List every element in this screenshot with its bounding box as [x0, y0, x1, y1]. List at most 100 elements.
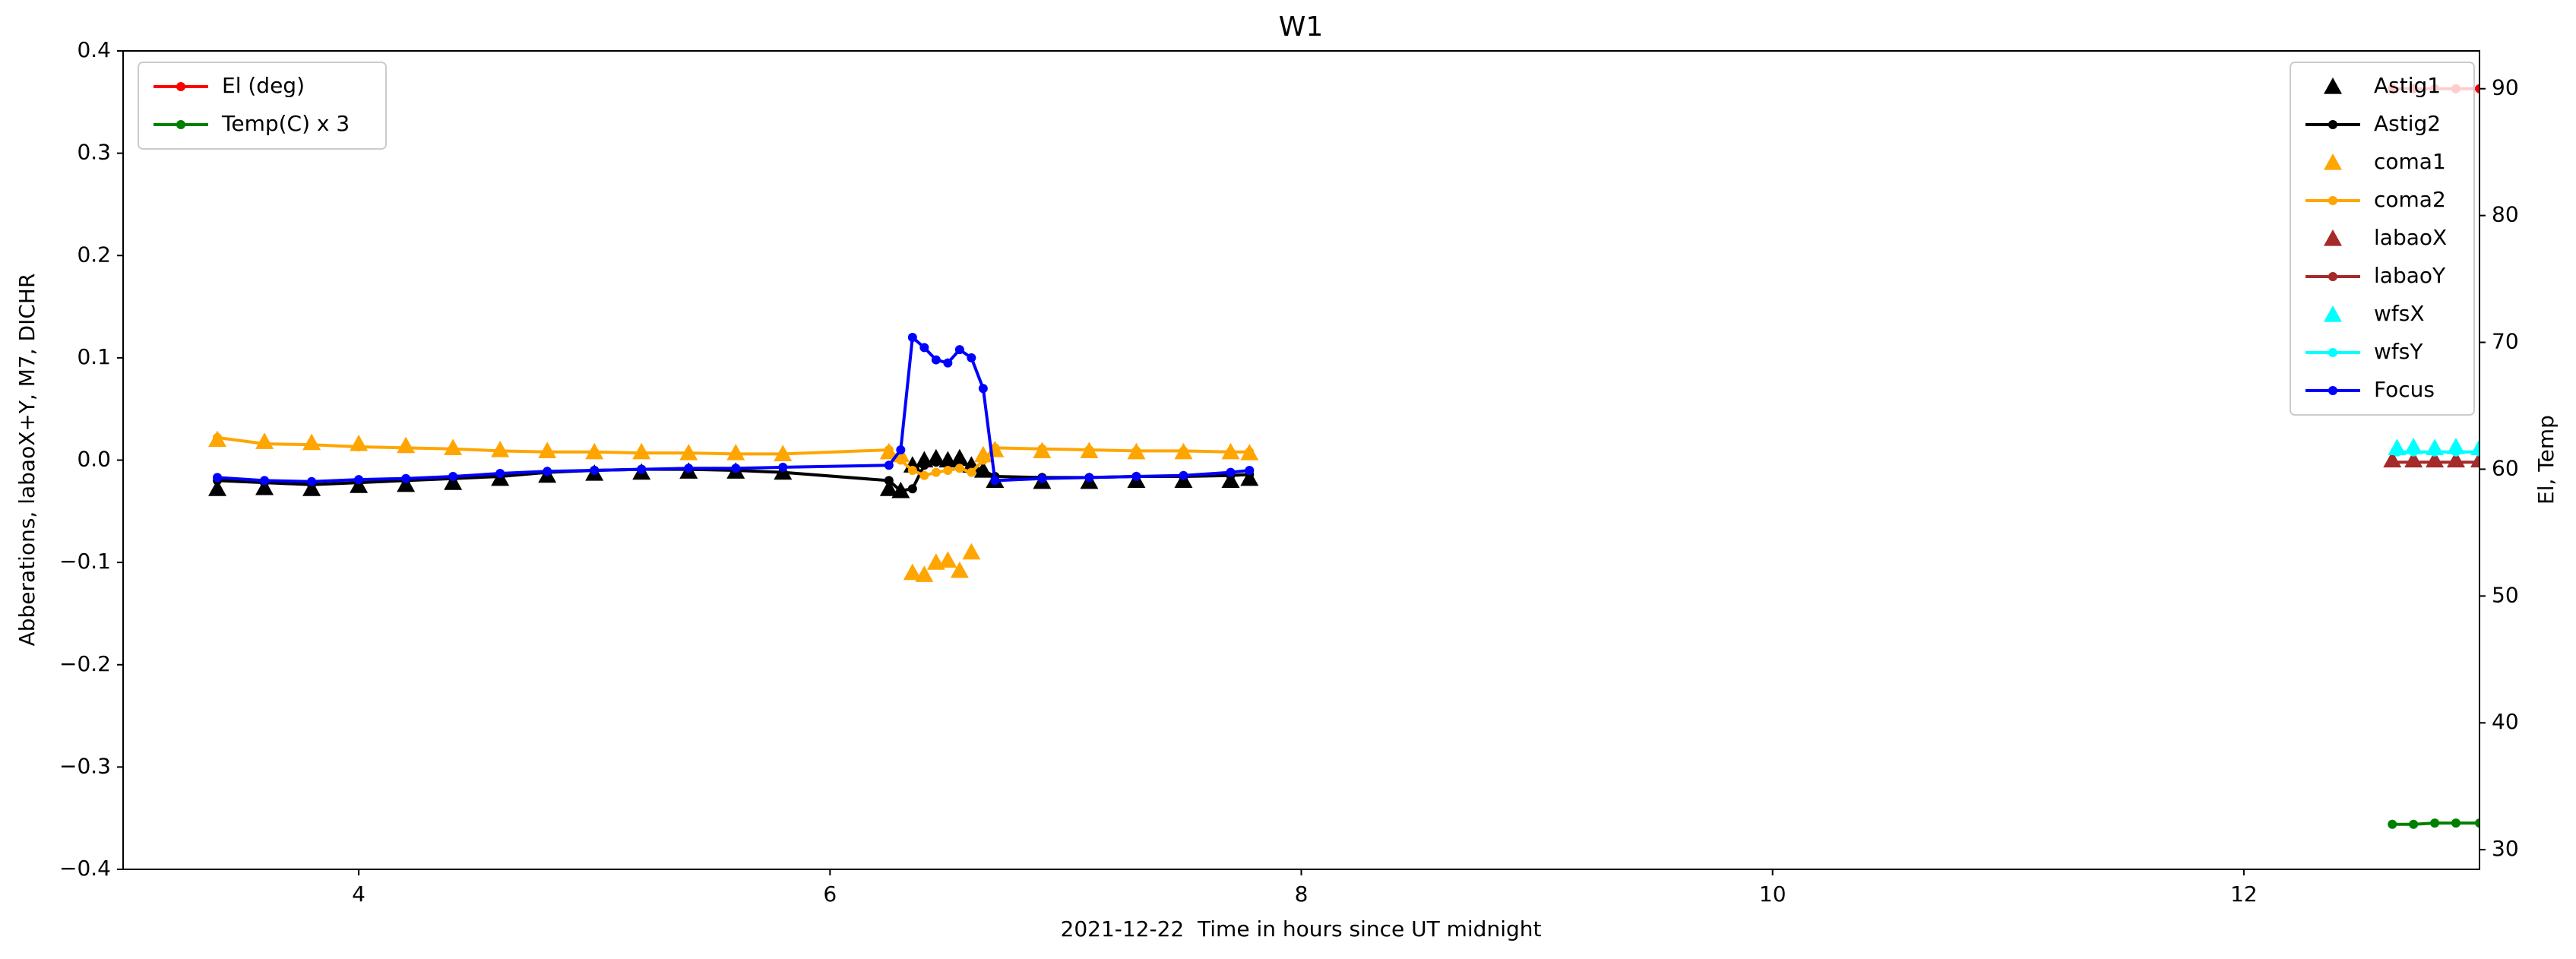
y-tick-label: −0.2 — [59, 651, 111, 676]
legend-marker — [2328, 120, 2337, 129]
line-marker — [943, 465, 953, 475]
line-marker — [731, 464, 741, 473]
y-tick-label: 0.4 — [77, 37, 111, 62]
y2-tick-label: 80 — [2492, 202, 2519, 227]
y2-tick-label: 40 — [2492, 709, 2519, 734]
y-tick-label: −0.3 — [59, 753, 111, 778]
line-marker — [2451, 818, 2460, 828]
legend-marker — [2328, 196, 2337, 205]
line-marker — [2451, 447, 2460, 457]
line-marker — [637, 448, 647, 458]
line-marker — [967, 353, 976, 362]
legend-marker — [2324, 305, 2342, 322]
y2-tick-label: 50 — [2492, 582, 2519, 607]
line-marker — [1179, 446, 1188, 456]
line-marker — [1131, 472, 1141, 482]
line-marker — [543, 447, 552, 457]
triangle-marker — [208, 480, 227, 496]
legend-label: Astig1 — [2374, 73, 2441, 98]
line-marker — [590, 465, 600, 475]
x-tick-label: 6 — [823, 881, 837, 907]
triangle-marker — [938, 551, 957, 568]
line-marker — [401, 473, 411, 483]
y-tick-label: 0.0 — [77, 447, 111, 472]
line-marker — [907, 484, 917, 494]
x-tick-label: 4 — [352, 881, 366, 907]
legend-label: wfsY — [2374, 339, 2423, 364]
line-marker — [2388, 819, 2397, 829]
y2-axis-label: El, Temp — [2533, 415, 2559, 505]
line-marker — [354, 442, 364, 451]
line-marker — [684, 448, 694, 458]
legend-label: coma1 — [2374, 149, 2446, 174]
x-tick-label: 12 — [2230, 881, 2258, 907]
line-marker — [1179, 470, 1188, 480]
line-marker — [1037, 473, 1047, 483]
triangle-marker — [915, 565, 934, 582]
legend-label: labaoX — [2374, 225, 2447, 250]
y-tick-label: −0.4 — [59, 856, 111, 881]
line-marker — [919, 470, 929, 480]
line-marker — [1226, 467, 1236, 477]
line-marker — [307, 476, 317, 486]
triangle-marker — [903, 456, 922, 473]
line-marker — [637, 464, 647, 474]
line-marker — [684, 464, 694, 473]
line-marker — [1084, 445, 1094, 455]
line-marker — [2392, 447, 2402, 457]
line-marker — [448, 472, 458, 482]
line-marker — [931, 457, 941, 467]
y2-tick-label: 30 — [2492, 836, 2519, 861]
line-marker — [931, 467, 941, 477]
line-marker — [778, 462, 788, 472]
plot-frame — [122, 50, 2480, 870]
line-marker — [896, 445, 906, 455]
y2-tick-label: 60 — [2492, 455, 2519, 480]
line-marker — [213, 432, 223, 442]
line-marker — [260, 438, 270, 448]
legend-label: wfsX — [2374, 301, 2425, 326]
line-marker — [495, 446, 505, 456]
line-marker — [590, 447, 600, 457]
line-marker — [1037, 444, 1047, 454]
legend-label: labaoY — [2374, 263, 2446, 288]
line-marker — [919, 343, 929, 353]
line-marker — [2430, 457, 2440, 467]
legend-marker — [2328, 272, 2337, 281]
line-marker — [213, 473, 223, 483]
legend-label: Temp(C) x 3 — [221, 111, 350, 136]
line-marker — [495, 469, 505, 479]
line-marker — [919, 461, 929, 470]
line-marker — [884, 445, 894, 455]
line-marker — [2388, 457, 2397, 467]
triangle-marker — [2404, 437, 2423, 454]
line-marker — [896, 486, 906, 495]
line-marker — [896, 455, 906, 465]
legend-marker — [2328, 386, 2337, 395]
line-marker — [884, 461, 894, 470]
line-marker — [2451, 457, 2460, 467]
legend-marker — [2324, 78, 2342, 94]
line-marker — [978, 465, 988, 475]
legend-box — [2290, 62, 2475, 416]
line-marker — [943, 358, 953, 368]
triangle-marker — [950, 561, 969, 578]
legend-label: El (deg) — [222, 73, 305, 98]
x-axis-label: 2021-12-22 Time in hours since UT midnig… — [1061, 916, 1542, 942]
line-marker — [2409, 457, 2419, 467]
line-marker — [1245, 447, 1255, 457]
line-marker — [907, 465, 917, 475]
x-tick-label: 8 — [1295, 881, 1309, 907]
line-marker — [954, 345, 964, 355]
line-marker — [1084, 473, 1094, 483]
x-tick-label: 10 — [1759, 881, 1786, 907]
line-marker — [260, 476, 270, 486]
line-marker — [907, 332, 917, 342]
line-marker — [2430, 818, 2440, 828]
legend-marker — [176, 120, 185, 129]
line-marker — [778, 449, 788, 459]
line-marker — [931, 355, 941, 365]
triangle-marker — [879, 480, 898, 496]
y2-tick-label: 90 — [2492, 75, 2519, 100]
